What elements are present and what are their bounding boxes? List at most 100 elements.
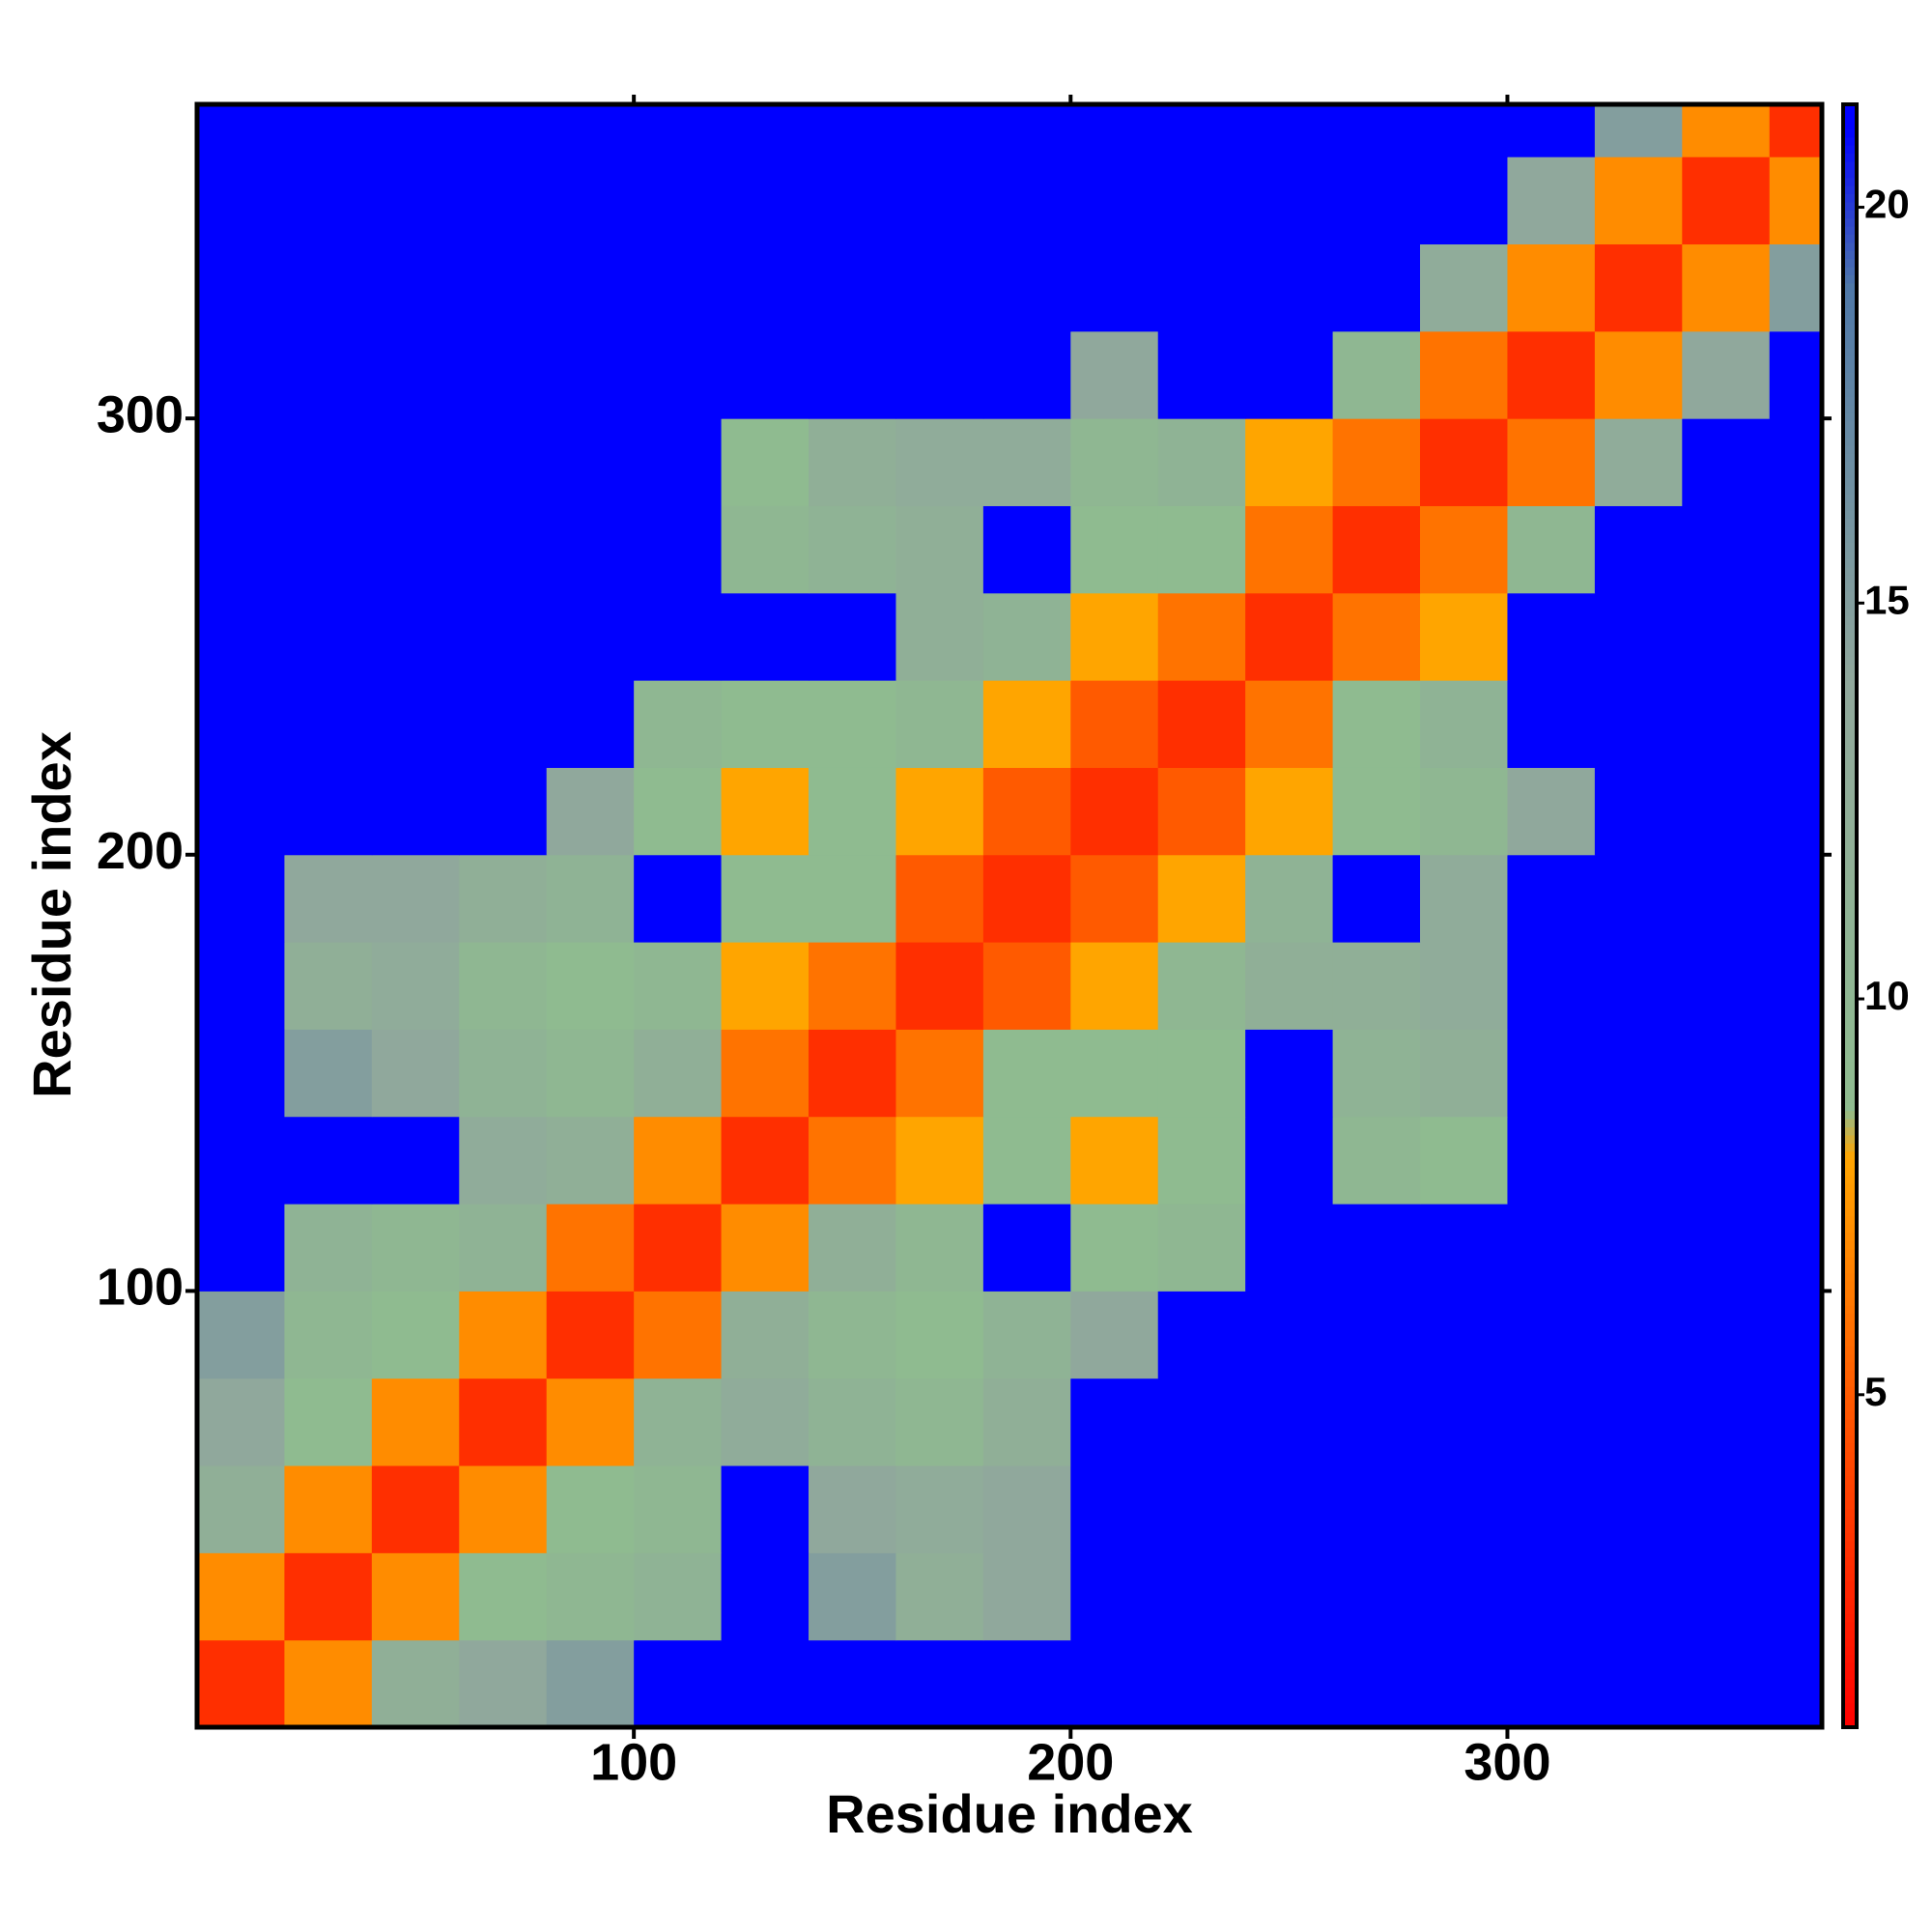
heatmap-cell bbox=[1769, 1116, 1823, 1205]
heatmap-cell bbox=[459, 1116, 548, 1205]
heatmap-cell bbox=[982, 767, 1071, 856]
colorbar-segment bbox=[1843, 1556, 1857, 1566]
heatmap-cell bbox=[634, 854, 723, 943]
heatmap-cell bbox=[982, 1029, 1071, 1118]
colorbar-segment bbox=[1843, 1410, 1857, 1420]
colorbar-segment bbox=[1843, 1021, 1857, 1031]
colorbar-segment bbox=[1843, 1264, 1857, 1274]
colorbar-segment bbox=[1843, 274, 1857, 284]
colorbar-segment bbox=[1843, 1208, 1857, 1217]
heatmap-cell bbox=[1245, 104, 1334, 157]
heatmap-cell bbox=[546, 592, 635, 681]
colorbar-segment bbox=[1843, 810, 1857, 819]
colorbar-segment bbox=[1843, 859, 1857, 868]
heatmap-cell bbox=[982, 1116, 1071, 1205]
colorbar-segment bbox=[1843, 396, 1857, 406]
heatmap-cell bbox=[1594, 1552, 1683, 1641]
y-tick-label: 300 bbox=[97, 385, 184, 443]
heatmap-cell bbox=[634, 1204, 723, 1292]
colorbar-segment bbox=[1843, 1516, 1857, 1525]
heatmap-cell bbox=[1507, 942, 1596, 1030]
heatmap-cell bbox=[1070, 1552, 1159, 1641]
colorbar-segment bbox=[1843, 534, 1857, 544]
heatmap-cell bbox=[1507, 854, 1596, 943]
colorbar-segment bbox=[1843, 1337, 1857, 1347]
heatmap-cell bbox=[1682, 1552, 1771, 1641]
colorbar-segment bbox=[1843, 1687, 1857, 1695]
heatmap-cell bbox=[1070, 1639, 1159, 1728]
colorbar-segment bbox=[1843, 802, 1857, 811]
heatmap-cell bbox=[1332, 505, 1421, 594]
colorbar-segment bbox=[1843, 177, 1857, 186]
heatmap-cell bbox=[546, 1465, 635, 1553]
heatmap-cell bbox=[1070, 104, 1159, 157]
heatmap-cell bbox=[1594, 1639, 1683, 1728]
colorbar-segment bbox=[1843, 1573, 1857, 1582]
colorbar-segment bbox=[1843, 1134, 1857, 1144]
heatmap-cell bbox=[284, 767, 373, 856]
colorbar-segment bbox=[1843, 307, 1857, 316]
colorbar-segment bbox=[1843, 1386, 1857, 1396]
colorbar-segment bbox=[1843, 128, 1857, 138]
colorbar-segment bbox=[1843, 145, 1857, 154]
heatmap-cell bbox=[895, 592, 984, 681]
colorbar-segment bbox=[1843, 696, 1857, 706]
heatmap-cell bbox=[546, 854, 635, 943]
colorbar-segment bbox=[1843, 501, 1857, 511]
heatmap-cell bbox=[1420, 1029, 1508, 1118]
heatmap-cell bbox=[809, 330, 896, 419]
heatmap-cell bbox=[1245, 1465, 1334, 1553]
colorbar-segment bbox=[1843, 1362, 1857, 1371]
colorbar-segment bbox=[1843, 688, 1857, 697]
colorbar-segment bbox=[1843, 153, 1857, 162]
heatmap-cell bbox=[1332, 680, 1421, 768]
heatmap-cell bbox=[371, 1465, 460, 1553]
heatmap-cell bbox=[1507, 330, 1596, 419]
heatmap-cell bbox=[721, 1465, 810, 1553]
colorbar-segment bbox=[1843, 948, 1857, 957]
heatmap-cell bbox=[721, 1378, 810, 1466]
heatmap-cell bbox=[459, 505, 548, 594]
heatmap-cell bbox=[459, 1552, 548, 1641]
colorbar-segment bbox=[1843, 1029, 1857, 1038]
colorbar-segment bbox=[1843, 907, 1857, 917]
heatmap-cell bbox=[895, 418, 984, 506]
heatmap-cell bbox=[197, 1465, 285, 1553]
heatmap-cell bbox=[809, 418, 896, 506]
heatmap-cell bbox=[197, 592, 285, 681]
heatmap-cell bbox=[1769, 854, 1823, 943]
heatmap-cell bbox=[1769, 156, 1823, 245]
heatmap-cell bbox=[1070, 418, 1159, 506]
heatmap-cell bbox=[1420, 680, 1508, 768]
heatmap-cell bbox=[1769, 592, 1823, 681]
colorbar-segment bbox=[1843, 160, 1857, 170]
colorbar-segment bbox=[1843, 582, 1857, 592]
heatmap-cell bbox=[1594, 243, 1683, 332]
heatmap-cell bbox=[197, 767, 285, 856]
heatmap-cell bbox=[809, 1639, 896, 1728]
colorbar-segment bbox=[1843, 348, 1857, 356]
heatmap-cell bbox=[1157, 418, 1246, 506]
heatmap-cell bbox=[634, 1291, 723, 1379]
colorbar-segment bbox=[1843, 826, 1857, 836]
heatmap-cell bbox=[1332, 1552, 1421, 1641]
colorbar-segment bbox=[1843, 761, 1857, 771]
colorbar-segment bbox=[1843, 1475, 1857, 1485]
heatmap-cell bbox=[284, 1291, 373, 1379]
heatmap-cell bbox=[459, 767, 548, 856]
heatmap-cell bbox=[982, 1204, 1071, 1292]
heatmap-cell bbox=[895, 1291, 984, 1379]
colorbar-segment bbox=[1843, 656, 1857, 666]
colorbar-frame bbox=[1841, 102, 1859, 1729]
heatmap-cell bbox=[1245, 1639, 1334, 1728]
colorbar-segment bbox=[1843, 469, 1857, 478]
colorbar-segment bbox=[1843, 258, 1857, 268]
heatmap-cell bbox=[1682, 854, 1771, 943]
heatmap-cell bbox=[1157, 1204, 1246, 1292]
colorbar-segment bbox=[1843, 891, 1857, 900]
heatmap-cell bbox=[1420, 592, 1508, 681]
colorbar-segment bbox=[1843, 267, 1857, 275]
heatmap-cell bbox=[459, 942, 548, 1030]
heatmap-cell bbox=[1157, 1465, 1246, 1553]
heatmap-cell bbox=[634, 418, 723, 506]
